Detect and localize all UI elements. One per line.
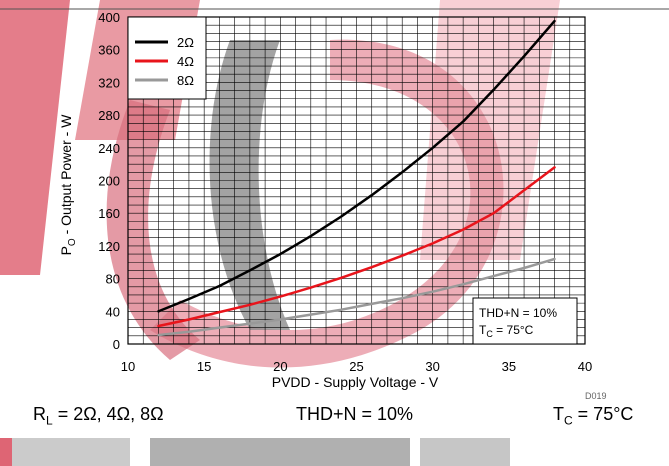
y-tick-label: 40 <box>106 304 120 319</box>
conditions-thd: THD+N = 10% <box>479 306 557 320</box>
x-tick-label: 40 <box>578 359 592 374</box>
caption-temperature: TC = 75°C <box>553 404 634 428</box>
series-line-2 <box>157 166 556 328</box>
y-tick-label: 120 <box>98 239 120 254</box>
y-tick-label: 0 <box>113 337 120 352</box>
y-tick-label: 400 <box>98 10 120 25</box>
legend-label-1: 2Ω <box>177 35 194 50</box>
x-axis-label: PVDD - Supply Voltage - V <box>272 374 439 390</box>
conditions-temp: TC = 75°C <box>479 323 534 339</box>
series-line-3 <box>157 257 556 337</box>
x-axis-ticks: 10 15 20 25 30 35 40 <box>121 359 592 374</box>
y-tick-label: 240 <box>98 141 120 156</box>
caption-load-resistance: RL = 2Ω, 4Ω, 8Ω <box>33 404 164 428</box>
x-tick-label: 35 <box>502 359 516 374</box>
legend-box <box>127 16 207 100</box>
x-tick-label: 20 <box>273 359 287 374</box>
y-tick-label: 280 <box>98 108 120 123</box>
legend-label-2: 4Ω <box>177 54 194 69</box>
y-tick-label: 200 <box>98 174 120 189</box>
legend: 2Ω 4Ω 8Ω <box>127 16 207 100</box>
y-axis-label-subscript: O <box>67 238 78 246</box>
y-tick-label: 360 <box>98 43 120 58</box>
caption-thd: THD+N = 10% <box>296 404 414 424</box>
x-tick-label: 30 <box>425 359 439 374</box>
series-line-1 <box>157 19 556 313</box>
y-tick-label: 80 <box>106 272 120 287</box>
legend-label-3: 8Ω <box>177 73 194 88</box>
plot-frame <box>127 16 586 345</box>
figure-id: D019 <box>585 391 607 401</box>
x-tick-label: 15 <box>197 359 211 374</box>
x-tick-label: 25 <box>349 359 363 374</box>
y-axis-label: PO - Output Power - W <box>58 114 78 256</box>
y-axis-ticks: 0 40 80 120 160 200 240 280 320 360 400 <box>98 10 120 352</box>
conditions-box: THD+N = 10% TC = 75°C <box>472 297 578 345</box>
x-tick-label: 10 <box>121 359 135 374</box>
y-tick-label: 160 <box>98 206 120 221</box>
y-tick-label: 320 <box>98 75 120 90</box>
